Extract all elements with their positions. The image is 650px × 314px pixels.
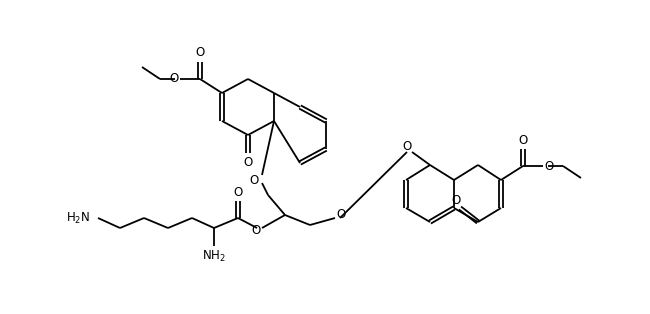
Text: O: O: [170, 73, 179, 85]
Text: O: O: [196, 46, 205, 59]
Text: O: O: [337, 208, 346, 220]
Text: O: O: [545, 160, 554, 172]
Text: H$_2$N: H$_2$N: [66, 210, 90, 225]
Text: O: O: [233, 186, 242, 198]
Text: O: O: [250, 174, 259, 187]
Text: O: O: [402, 139, 411, 153]
Text: NH$_2$: NH$_2$: [202, 248, 226, 263]
Text: O: O: [451, 193, 461, 207]
Text: O: O: [252, 225, 261, 237]
Text: O: O: [519, 133, 528, 147]
Text: O: O: [243, 155, 253, 169]
